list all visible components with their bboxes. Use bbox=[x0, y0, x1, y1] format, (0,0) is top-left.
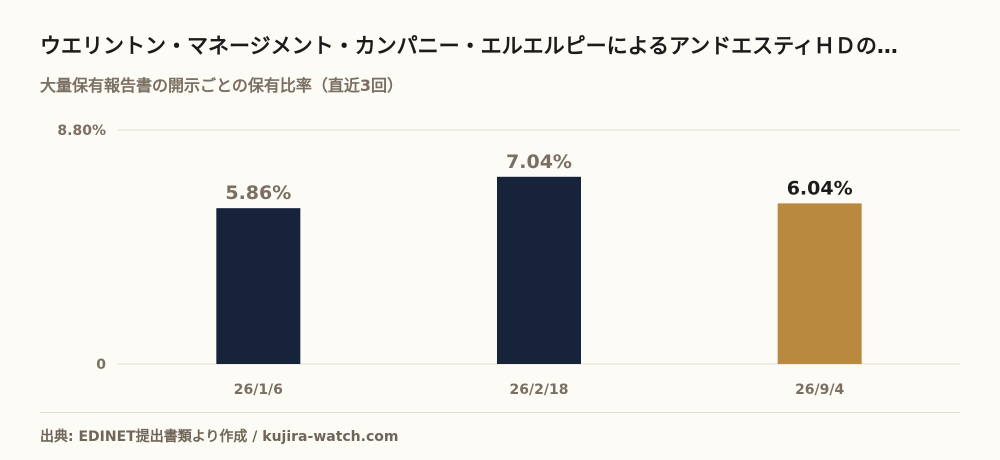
source-note: 出典: EDINET提出書類より作成 / kujira-watch.com bbox=[40, 429, 399, 445]
bar bbox=[777, 203, 862, 364]
x-tick-label: 26/2/18 bbox=[510, 382, 569, 398]
bar-value-label: 6.04% bbox=[787, 177, 853, 199]
chart-subtitle: 大量保有報告書の開示ごとの保有比率（直近3回） bbox=[40, 76, 403, 95]
footer-divider bbox=[40, 412, 960, 413]
bar bbox=[216, 208, 301, 364]
bar-value-label: 5.86% bbox=[225, 182, 291, 204]
y-tick-label: 8.80% bbox=[57, 123, 106, 139]
x-tick-label: 26/1/6 bbox=[234, 382, 283, 398]
bar-value-label: 7.04% bbox=[506, 151, 572, 173]
bar bbox=[497, 176, 581, 364]
x-tick-label: 26/9/4 bbox=[795, 382, 844, 398]
y-tick-label: 0 bbox=[96, 357, 106, 373]
